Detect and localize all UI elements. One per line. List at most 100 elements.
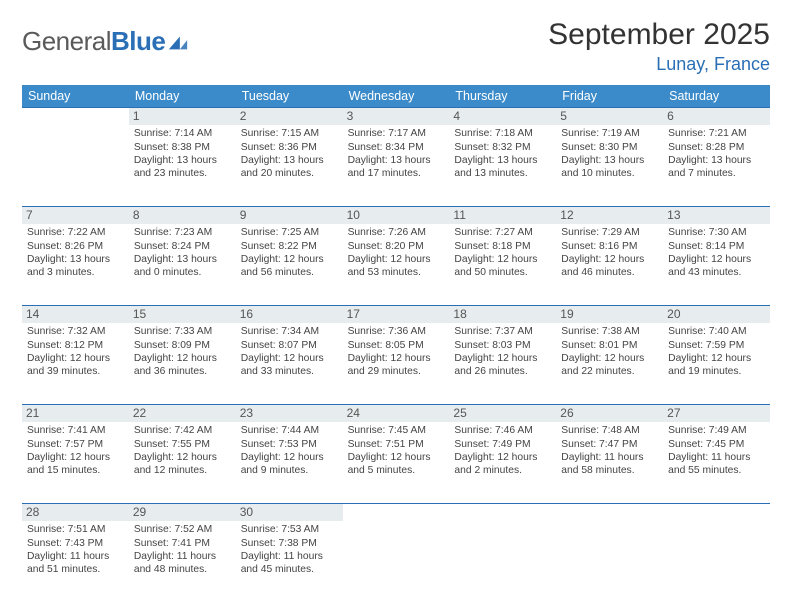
weekday-header: Thursday [449, 85, 556, 107]
sunset-line: Sunset: 8:38 PM [134, 141, 231, 154]
sunrise-line: Sunrise: 7:29 AM [561, 226, 658, 239]
sunset-line: Sunset: 7:43 PM [27, 537, 124, 550]
header-right: September 2025 Lunay, France [548, 18, 770, 75]
sunrise-line: Sunrise: 7:48 AM [561, 424, 658, 437]
calendar-cell: 11 Sunrise: 7:27 AMSunset: 8:18 PMDayligh… [449, 206, 556, 305]
sunrise-line: Sunrise: 7:36 AM [348, 325, 445, 338]
logo-text-gray: General [22, 26, 111, 56]
sunset-line: Sunset: 7:55 PM [134, 438, 231, 451]
daylight-line: Daylight: 12 hours and 2 minutes. [454, 451, 551, 477]
sunset-line: Sunset: 7:45 PM [668, 438, 765, 451]
logo: GeneralBlue [22, 18, 189, 57]
calendar-cell: 19 Sunrise: 7:38 AMSunset: 8:01 PMDayligh… [556, 305, 663, 404]
sunset-line: Sunset: 8:05 PM [348, 339, 445, 352]
calendar-body: 1Sunrise: 7:14 AMSunset: 8:38 PMDaylight… [22, 107, 770, 602]
daylight-line: Daylight: 12 hours and 50 minutes. [454, 253, 551, 279]
calendar-cell [663, 503, 770, 602]
sunrise-line: Sunrise: 7:52 AM [134, 523, 231, 536]
calendar-cell: 1Sunrise: 7:14 AMSunset: 8:38 PMDaylight… [129, 107, 236, 206]
calendar-cell: 29Sunrise: 7:52 AMSunset: 7:41 PMDayligh… [129, 503, 236, 602]
calendar-cell: 13Sunrise: 7:30 AMSunset: 8:14 PMDayligh… [663, 206, 770, 305]
day-number: 24 [343, 405, 450, 422]
calendar-header: SundayMondayTuesdayWednesdayThursdayFrid… [22, 85, 770, 107]
calendar-cell: 9Sunrise: 7:25 AMSunset: 8:22 PMDaylight… [236, 206, 343, 305]
calendar-cell: 5Sunrise: 7:19 AMSunset: 8:30 PMDaylight… [556, 107, 663, 206]
day-number: 22 [129, 405, 236, 422]
logo-mark-icon [167, 31, 189, 53]
calendar-cell: 17Sunrise: 7:36 AMSunset: 8:05 PMDayligh… [343, 305, 450, 404]
calendar-cell: 20Sunrise: 7:40 AMSunset: 7:59 PMDayligh… [663, 305, 770, 404]
sunset-line: Sunset: 8:01 PM [561, 339, 658, 352]
calendar-cell: 28 Sunrise: 7:51 AMSunset: 7:43 PMDayligh… [22, 503, 129, 602]
day-number: 21 [22, 405, 129, 422]
daylight-line: Daylight: 13 hours and 10 minutes. [561, 154, 658, 180]
day-number: 25 [449, 405, 556, 422]
sunrise-line: Sunrise: 7:49 AM [668, 424, 765, 437]
sunset-line: Sunset: 8:16 PM [561, 240, 658, 253]
daylight-line: Daylight: 11 hours and 48 minutes. [134, 550, 231, 576]
daylight-line: Daylight: 13 hours and 23 minutes. [134, 154, 231, 180]
day-number: 30 [236, 504, 343, 521]
sunrise-line: Sunrise: 7:26 AM [348, 226, 445, 239]
sunrise-line: Sunrise: 7:25 AM [241, 226, 338, 239]
daylight-line: Daylight: 13 hours and 7 minutes. [668, 154, 765, 180]
sunset-line: Sunset: 8:36 PM [241, 141, 338, 154]
daylight-line: Daylight: 12 hours and 36 minutes. [134, 352, 231, 378]
day-number: 7 [22, 207, 129, 224]
day-number: 5 [556, 108, 663, 125]
sunset-line: Sunset: 7:59 PM [668, 339, 765, 352]
sunrise-line: Sunrise: 7:37 AM [454, 325, 551, 338]
sunset-line: Sunset: 8:26 PM [27, 240, 124, 253]
weekday-header: Monday [129, 85, 236, 107]
day-number: 10 [343, 207, 450, 224]
daylight-line: Daylight: 12 hours and 15 minutes. [27, 451, 124, 477]
sunrise-line: Sunrise: 7:46 AM [454, 424, 551, 437]
weekday-header: Wednesday [343, 85, 450, 107]
sunrise-line: Sunrise: 7:27 AM [454, 226, 551, 239]
calendar-cell: 21Sunrise: 7:41 AMSunset: 7:57 PMDayligh… [22, 404, 129, 503]
sunrise-line: Sunrise: 7:38 AM [561, 325, 658, 338]
day-number: 3 [343, 108, 450, 125]
sunset-line: Sunset: 8:30 PM [561, 141, 658, 154]
sunrise-line: Sunrise: 7:41 AM [27, 424, 124, 437]
daylight-line: Daylight: 12 hours and 56 minutes. [241, 253, 338, 279]
day-number: 16 [236, 306, 343, 323]
daylight-line: Daylight: 12 hours and 22 minutes. [561, 352, 658, 378]
daylight-line: Daylight: 11 hours and 51 minutes. [27, 550, 124, 576]
daylight-line: Daylight: 13 hours and 13 minutes. [454, 154, 551, 180]
calendar-cell [343, 503, 450, 602]
daylight-line: Daylight: 12 hours and 43 minutes. [668, 253, 765, 279]
weekday-header: Sunday [22, 85, 129, 107]
calendar-cell: 23Sunrise: 7:44 AMSunset: 7:53 PMDayligh… [236, 404, 343, 503]
calendar-cell: 3Sunrise: 7:17 AMSunset: 8:34 PMDaylight… [343, 107, 450, 206]
calendar-cell [449, 503, 556, 602]
day-number: 14 [22, 306, 129, 323]
month-title: September 2025 [548, 18, 770, 52]
sunset-line: Sunset: 8:28 PM [668, 141, 765, 154]
sunrise-line: Sunrise: 7:23 AM [134, 226, 231, 239]
sunrise-line: Sunrise: 7:18 AM [454, 127, 551, 140]
day-number: 11 [449, 207, 556, 224]
day-number: 18 [449, 306, 556, 323]
day-number: 2 [236, 108, 343, 125]
sunset-line: Sunset: 8:14 PM [668, 240, 765, 253]
day-number: 27 [663, 405, 770, 422]
day-number: 28 [22, 504, 129, 521]
sunset-line: Sunset: 8:32 PM [454, 141, 551, 154]
calendar-cell [22, 107, 129, 206]
sunrise-line: Sunrise: 7:40 AM [668, 325, 765, 338]
sunrise-line: Sunrise: 7:42 AM [134, 424, 231, 437]
sunrise-line: Sunrise: 7:53 AM [241, 523, 338, 536]
daylight-line: Daylight: 12 hours and 5 minutes. [348, 451, 445, 477]
sunset-line: Sunset: 7:51 PM [348, 438, 445, 451]
sunset-line: Sunset: 8:09 PM [134, 339, 231, 352]
sunset-line: Sunset: 8:07 PM [241, 339, 338, 352]
sunrise-line: Sunrise: 7:51 AM [27, 523, 124, 536]
day-number: 19 [556, 306, 663, 323]
sunset-line: Sunset: 7:47 PM [561, 438, 658, 451]
calendar-cell: 25Sunrise: 7:46 AMSunset: 7:49 PMDayligh… [449, 404, 556, 503]
header-row: GeneralBlue September 2025 Lunay, France [22, 18, 770, 75]
sunset-line: Sunset: 8:18 PM [454, 240, 551, 253]
weekday-header: Tuesday [236, 85, 343, 107]
calendar-cell: 4Sunrise: 7:18 AMSunset: 8:32 PMDaylight… [449, 107, 556, 206]
